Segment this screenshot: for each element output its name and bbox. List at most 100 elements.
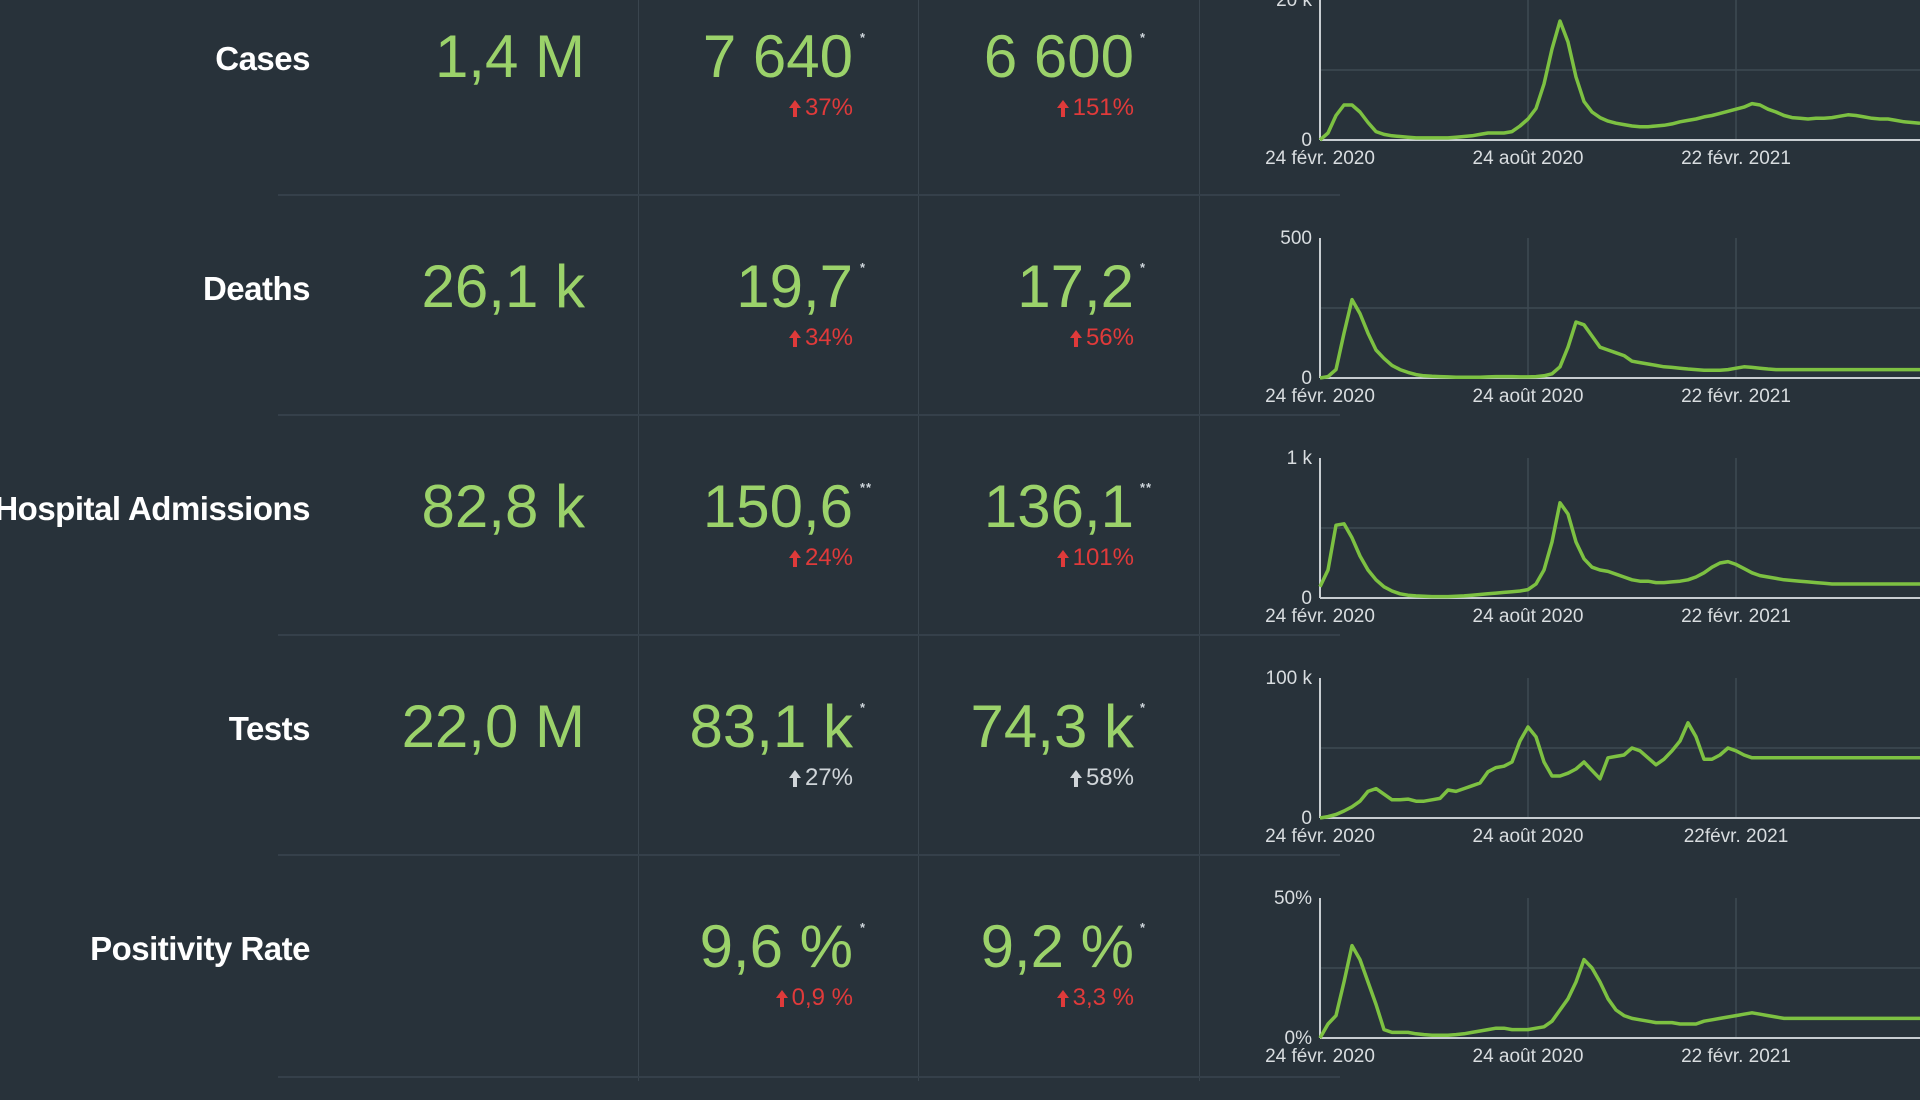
y-tick-label: 0 <box>1301 588 1312 609</box>
trend-chart: 24 févr. 2020 24 août 2020 22 févr. 2021 0 5… <box>1265 230 1920 407</box>
footnote-marker: * <box>860 700 867 715</box>
up-arrow-icon <box>1069 330 1082 347</box>
metric-total: 22,0 M <box>401 693 585 760</box>
footnote-marker: * <box>860 30 867 45</box>
x-tick-label: 24 août 2020 <box>1473 826 1584 847</box>
metric-average-1: 9,6 % <box>699 913 853 980</box>
y-tick-label: 1 k <box>1287 450 1313 469</box>
metric-row: Positivity Rate 9,6 % * 9,2 % * 0,9 % 3,3 % <box>0 880 1920 1100</box>
x-tick-label: 24 août 2020 <box>1473 1046 1584 1067</box>
change-indicator: 0,9 % <box>775 984 853 1012</box>
change-indicator: 24% <box>788 544 853 572</box>
metric-label: Hospital Admissions <box>0 490 310 527</box>
up-arrow-icon <box>1069 770 1082 787</box>
x-tick-label: 24 févr. 2020 <box>1265 148 1375 169</box>
trend-chart: 24 févr. 2020 24 août 2020 22févr. 2021 0 10… <box>1265 670 1920 847</box>
metric-average-2: 74,3 k <box>970 693 1134 760</box>
x-tick-label: 24 août 2020 <box>1473 148 1584 169</box>
y-tick-label: 50% <box>1274 890 1312 909</box>
series-line <box>1318 19 1920 142</box>
x-tick-label: 24 févr. 2020 <box>1265 606 1375 627</box>
change-indicator: 34% <box>788 324 853 352</box>
x-tick-label: 24 févr. 2020 <box>1265 826 1375 847</box>
series-line <box>1318 943 1920 1039</box>
series-line <box>1319 297 1920 380</box>
metric-average-2: 17,2 <box>1017 253 1134 320</box>
metric-average-1: 19,7 <box>736 253 853 320</box>
footnote-marker: * <box>860 260 867 275</box>
column-divider <box>638 0 639 1081</box>
metric-label: Positivity Rate <box>90 930 310 967</box>
up-arrow-icon <box>788 100 801 117</box>
row-divider <box>278 634 1340 636</box>
up-arrow-icon <box>788 770 801 787</box>
change-percent: 101% <box>1072 544 1134 571</box>
footnote-marker: ** <box>1140 480 1153 495</box>
change-indicator: 37% <box>788 94 853 122</box>
x-tick-label: 22 févr. 2021 <box>1681 1046 1791 1067</box>
change-percent: 34% <box>804 324 853 351</box>
up-arrow-icon <box>1056 550 1069 567</box>
trend-chart: 24 févr. 2020 24 août 2020 22 févr. 2021 0%… <box>1265 890 1920 1067</box>
metric-label: Tests <box>228 710 311 747</box>
y-tick-label: 0 <box>1301 130 1312 151</box>
up-arrow-icon <box>788 550 801 567</box>
up-arrow-icon <box>775 990 788 1007</box>
change-percent: 27% <box>804 764 853 791</box>
trend-chart: 24 févr. 2020 24 août 2020 22 févr. 2021 0 1… <box>1265 450 1920 627</box>
metric-average-2: 9,2 % <box>980 913 1134 980</box>
change-percent: 37% <box>804 94 853 121</box>
metric-row: Tests 22,0 M 83,1 k * 74,3 k * 27% 58% <box>0 660 1920 880</box>
y-tick-label: 100 k <box>1266 670 1313 689</box>
up-arrow-icon <box>1056 990 1069 1007</box>
series-line <box>1319 721 1920 820</box>
change-indicator: 27% <box>788 764 853 792</box>
metric-label: Cases <box>215 40 310 77</box>
footnote-marker: * <box>1140 700 1147 715</box>
x-tick-label: 24 août 2020 <box>1473 606 1584 627</box>
change-percent: 151% <box>1072 94 1134 121</box>
change-indicator: 3,3 % <box>1056 984 1134 1012</box>
footnote-marker: * <box>1140 920 1147 935</box>
change-indicator: 56% <box>1069 324 1134 352</box>
x-tick-label: 22févr. 2021 <box>1684 826 1789 847</box>
metric-row: Hospital Admissions 82,8 k 150,6 ** 136,1 ** 2… <box>0 440 1920 660</box>
x-tick-label: 24 août 2020 <box>1473 386 1584 407</box>
row-divider <box>278 854 1340 856</box>
footnote-marker: * <box>1140 30 1147 45</box>
metric-average-1: 83,1 k <box>689 693 853 760</box>
change-percent: 58% <box>1085 764 1134 791</box>
up-arrow-icon <box>1056 100 1069 117</box>
metric-row: Deaths 26,1 k 19,7 * 17,2 * 34% 56% <box>0 220 1920 440</box>
change-indicator: 101% <box>1056 544 1134 572</box>
metric-total: 1,4 M <box>434 23 585 90</box>
x-tick-label: 22 févr. 2021 <box>1681 606 1791 627</box>
row-divider <box>278 1076 1340 1078</box>
row-divider <box>278 414 1340 416</box>
metric-row: Cases 1,4 M 7 640 * 6 600 * 37% 151% <box>0 0 1920 210</box>
metric-label: Deaths <box>202 270 311 307</box>
column-divider <box>918 0 919 1081</box>
change-percent: 0,9 % <box>791 984 853 1011</box>
x-tick-label: 24 févr. 2020 <box>1265 386 1375 407</box>
y-tick-label: 0 <box>1301 368 1312 389</box>
footnote-marker: ** <box>860 480 873 495</box>
change-percent: 3,3 % <box>1072 984 1134 1011</box>
row-divider <box>278 194 1340 196</box>
metric-average-2: 136,1 <box>983 473 1134 540</box>
trend-chart: 24 févr. 2020 24 août 2020 22 févr. 2021 0 2… <box>1265 0 1920 169</box>
x-tick-label: 24 févr. 2020 <box>1265 1046 1375 1067</box>
x-tick-label: 22 févr. 2021 <box>1681 386 1791 407</box>
change-indicator: 58% <box>1069 764 1134 792</box>
y-tick-label: 500 <box>1280 230 1312 249</box>
metric-average-2: 6 600 <box>983 23 1134 90</box>
y-tick-label: 0% <box>1285 1028 1313 1049</box>
footnote-marker: * <box>860 920 867 935</box>
change-indicator: 151% <box>1056 94 1134 122</box>
change-percent: 56% <box>1085 324 1134 351</box>
metric-total: 82,8 k <box>421 473 585 540</box>
y-tick-label: 0 <box>1301 808 1312 829</box>
metric-total: 26,1 k <box>421 253 585 320</box>
footnote-marker: * <box>1140 260 1147 275</box>
